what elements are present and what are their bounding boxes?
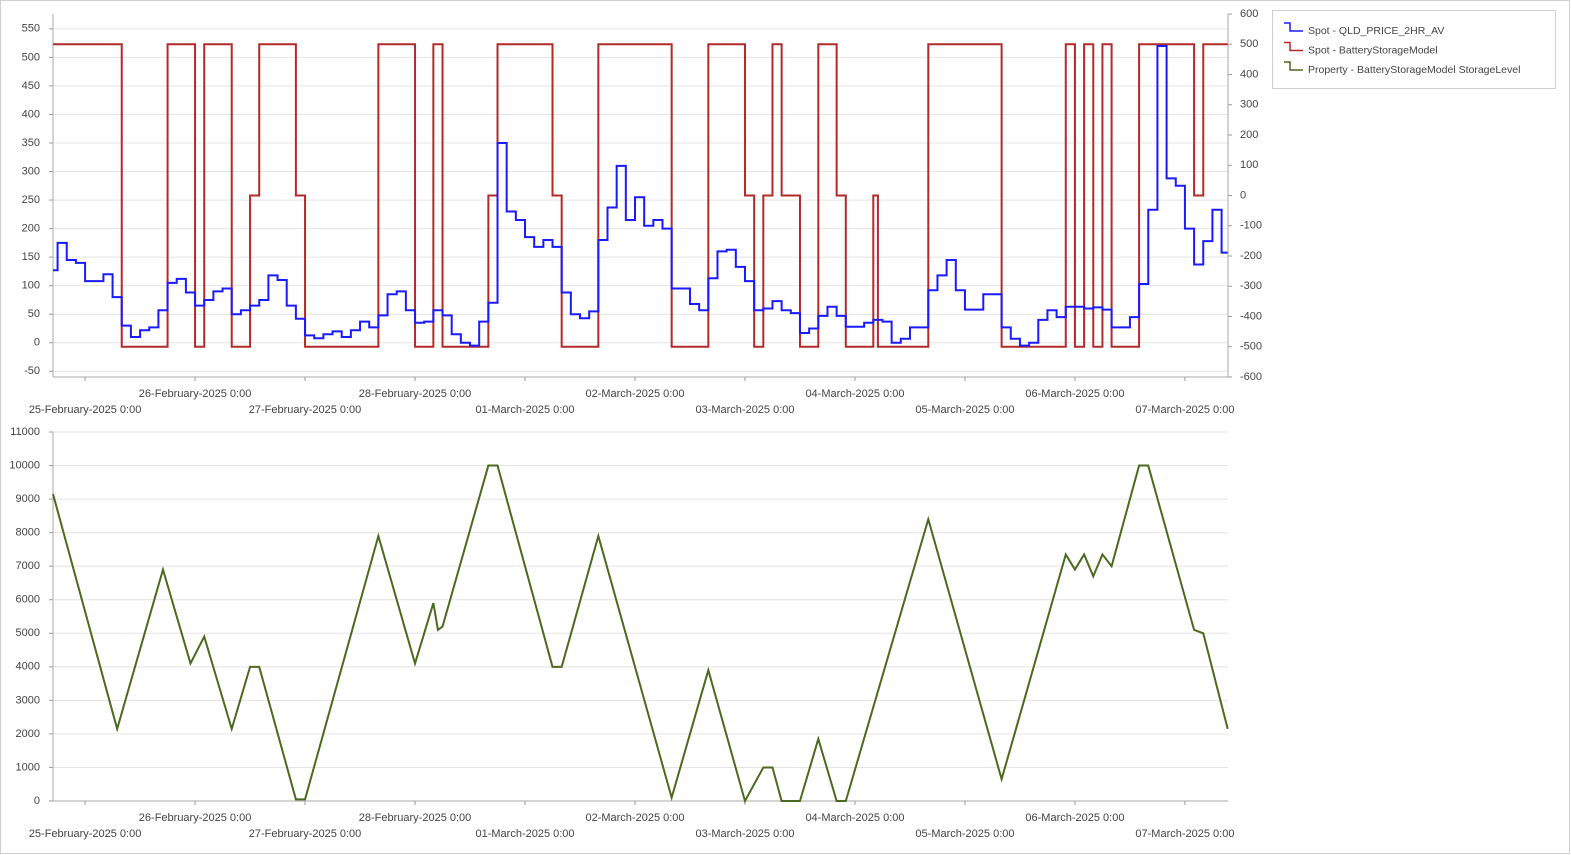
y2-tick-label: -400 <box>1240 310 1262 322</box>
y-tick-label: 7000 <box>16 560 40 572</box>
y2-tick-label: -200 <box>1240 250 1262 262</box>
x-tick-label: 25-February-2025 0:00 <box>29 404 142 416</box>
series-line <box>53 43 1228 348</box>
y-tick-label: 2000 <box>16 728 40 740</box>
x-tick-label: 04-March-2025 0:00 <box>805 388 904 400</box>
x-tick-label: 26-February-2025 0:00 <box>139 388 252 400</box>
y-tick-label: 8000 <box>16 527 40 539</box>
y-tick-label: 150 <box>22 251 40 263</box>
x-tick-label: 04-March-2025 0:00 <box>805 812 904 824</box>
y-tick-label: 100 <box>22 280 40 292</box>
y-tick-label: 550 <box>22 23 40 35</box>
y-tick-label: 10000 <box>9 459 40 471</box>
y-tick-label: 50 <box>28 308 40 320</box>
x-tick-label: 05-March-2025 0:00 <box>915 404 1014 416</box>
x-tick-label: 05-March-2025 0:00 <box>915 828 1014 840</box>
x-tick-label: 25-February-2025 0:00 <box>29 828 142 840</box>
x-tick-label: 02-March-2025 0:00 <box>585 388 684 400</box>
y-tick-label: 0 <box>34 795 40 807</box>
y-tick-label: 1000 <box>16 761 40 773</box>
y2-tick-label: -100 <box>1240 220 1262 232</box>
x-tick-label: 07-March-2025 0:00 <box>1135 828 1234 840</box>
x-tick-label: 03-March-2025 0:00 <box>695 404 794 416</box>
x-tick-label: 26-February-2025 0:00 <box>139 812 252 824</box>
y-tick-label: 250 <box>22 194 40 206</box>
x-tick-label: 01-March-2025 0:00 <box>475 404 574 416</box>
y-tick-label: 400 <box>22 108 40 120</box>
x-tick-label: 28-February-2025 0:00 <box>359 812 472 824</box>
x-tick-label: 02-March-2025 0:00 <box>585 812 684 824</box>
legend-swatch <box>1284 41 1303 52</box>
series-line <box>53 44 1228 347</box>
x-tick-label: 06-March-2025 0:00 <box>1025 812 1124 824</box>
series-line <box>52 464 1229 804</box>
y2-tick-label: -600 <box>1240 371 1262 383</box>
y2-tick-label: -300 <box>1240 280 1262 292</box>
x-tick-label: 06-March-2025 0:00 <box>1025 388 1124 400</box>
y-tick-label: 300 <box>22 165 40 177</box>
y2-tick-label: 300 <box>1240 99 1258 111</box>
x-tick-label: 01-March-2025 0:00 <box>475 828 574 840</box>
x-tick-label: 28-February-2025 0:00 <box>359 388 472 400</box>
y-tick-label: 0 <box>34 337 40 349</box>
y2-tick-label: 200 <box>1240 129 1258 141</box>
y2-tick-label: 500 <box>1240 38 1258 50</box>
y-tick-label: 500 <box>22 51 40 63</box>
x-tick-label: 07-March-2025 0:00 <box>1135 404 1234 416</box>
legend-label: Property - BatteryStorageModel StorageLe… <box>1308 64 1520 76</box>
x-tick-label: 03-March-2025 0:00 <box>695 828 794 840</box>
y2-tick-label: 100 <box>1240 159 1258 171</box>
y2-tick-label: 0 <box>1240 189 1246 201</box>
legend-label: Spot - BatteryStorageModel <box>1308 44 1438 56</box>
y-tick-label: 3000 <box>16 694 40 706</box>
legend-label: Spot - QLD_PRICE_2HR_AV <box>1308 25 1444 37</box>
legend-swatch <box>1284 61 1303 71</box>
y-tick-label: 9000 <box>16 493 40 505</box>
y-tick-label: 450 <box>22 80 40 92</box>
legend-swatch <box>1284 22 1303 32</box>
y2-tick-label: 400 <box>1240 68 1258 80</box>
y-tick-label: 5000 <box>16 627 40 639</box>
y-tick-label: 200 <box>22 223 40 235</box>
y2-tick-label: -500 <box>1240 341 1262 353</box>
y-tick-label: 350 <box>22 137 40 149</box>
y-tick-label: 4000 <box>16 661 40 673</box>
x-tick-label: 27-February-2025 0:00 <box>249 828 362 840</box>
y-tick-label: 6000 <box>16 594 40 606</box>
x-tick-label: 27-February-2025 0:00 <box>249 404 362 416</box>
y2-tick-label: 600 <box>1240 8 1258 20</box>
y-tick-label: -50 <box>24 365 40 377</box>
y-tick-label: 11000 <box>10 426 40 438</box>
legend-box <box>1272 10 1556 89</box>
